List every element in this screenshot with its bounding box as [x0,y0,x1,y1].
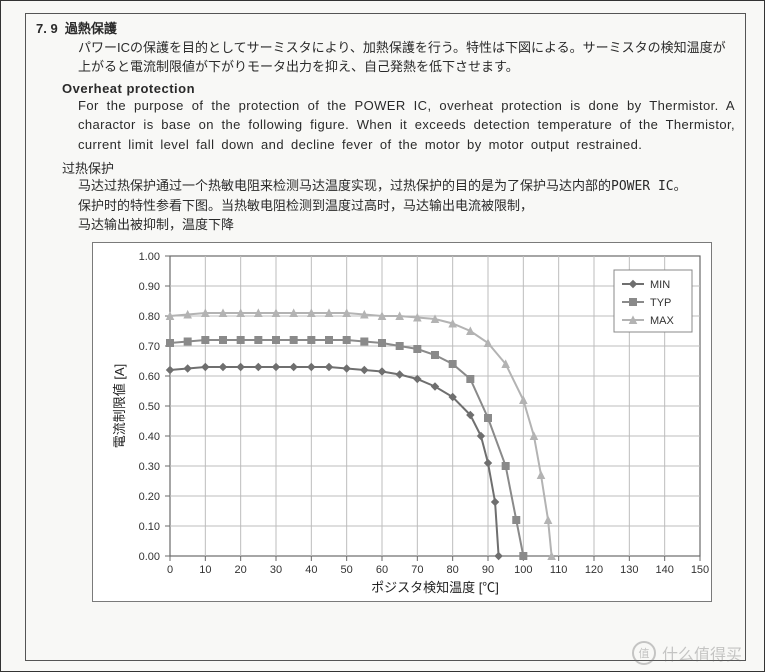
legend-label-typ: TYP [650,297,671,309]
cn-line-3: 马达输出被抑制，温度下降 [78,218,234,233]
watermark: 值 什么值得买 [632,641,742,665]
x-tick-label: 50 [341,564,353,576]
page-root: 7. 9 過熱保護 パワーICの保護を目的としてサーミスタにより、加熱保護を行う… [0,0,765,672]
en-heading: Overheat protection [62,81,735,96]
cn-heading: 过热保护 [62,158,735,177]
section-heading: 7. 9 過熱保護 [36,18,735,37]
chart-container: 0 10 20 30 40 50 60 70 80 90 100 110 120 130 140 150 0.0… [92,242,735,605]
x-tick-label: 90 [482,564,494,576]
legend-label-max: MAX [650,315,675,327]
x-axis-label: ポジスタ検知温度 [℃] [371,580,499,595]
overheat-chart: 0 10 20 30 40 50 60 70 80 90 100 110 120 130 140 150 0.0… [92,242,712,602]
y-tick-label: 0.40 [139,431,160,443]
x-tick-label: 80 [447,564,459,576]
section-number: 7. 9 [36,21,58,36]
cn-line-1: 马达过热保护通过一个热敏电阻来检测马达温度实现，过热保护的目的是为了保护马达内部… [78,179,687,194]
watermark-badge-icon: 值 [632,641,656,665]
y-tick-label: 0.50 [139,401,160,413]
x-tick-label: 0 [167,564,173,576]
x-tick-label: 10 [199,564,211,576]
x-tick-label: 60 [376,564,388,576]
y-tick-label: 0.90 [139,281,160,293]
x-tick-label: 20 [235,564,247,576]
y-tick-label: 0.00 [139,551,160,563]
y-tick-label: 0.80 [139,311,160,323]
x-tick-label: 110 [550,564,568,576]
x-tick-label: 150 [691,564,709,576]
y-tick-label: 1.00 [139,251,160,263]
y-tick-label: 0.10 [139,521,160,533]
cn-paragraph: 马达过热保护通过一个热敏电阻来检测马达温度实现，过热保护的目的是为了保护马达内部… [78,177,735,236]
watermark-text: 什么值得买 [662,641,742,665]
x-tick-label: 130 [620,564,638,576]
x-tick-label: 140 [655,564,673,576]
x-tick-label: 40 [305,564,317,576]
y-tick-label: 0.20 [139,491,160,503]
y-tick-label: 0.30 [139,461,160,473]
jp-paragraph: パワーICの保護を目的としてサーミスタにより、加熱保護を行う。特性は下図による。… [78,39,735,77]
y-axis-label: 電流制限値 [A] [112,363,127,448]
y-tick-label: 0.60 [139,371,160,383]
legend-label-min: MIN [650,279,670,291]
x-tick-label: 120 [585,564,603,576]
x-tick-label: 100 [514,564,532,576]
x-tick-label: 30 [270,564,282,576]
y-tick-label: 0.70 [139,341,160,353]
x-tick-label: 70 [411,564,423,576]
section-title-jp: 過熱保護 [65,21,117,36]
content-frame: 7. 9 過熱保護 パワーICの保護を目的としてサーミスタにより、加熱保護を行う… [25,13,746,661]
en-paragraph: For the purpose of the protection of the… [78,96,735,155]
cn-line-2: 保护时的特性参看下图。当热敏电阻检测到温度过高时，马达输出电流被限制， [78,199,533,214]
